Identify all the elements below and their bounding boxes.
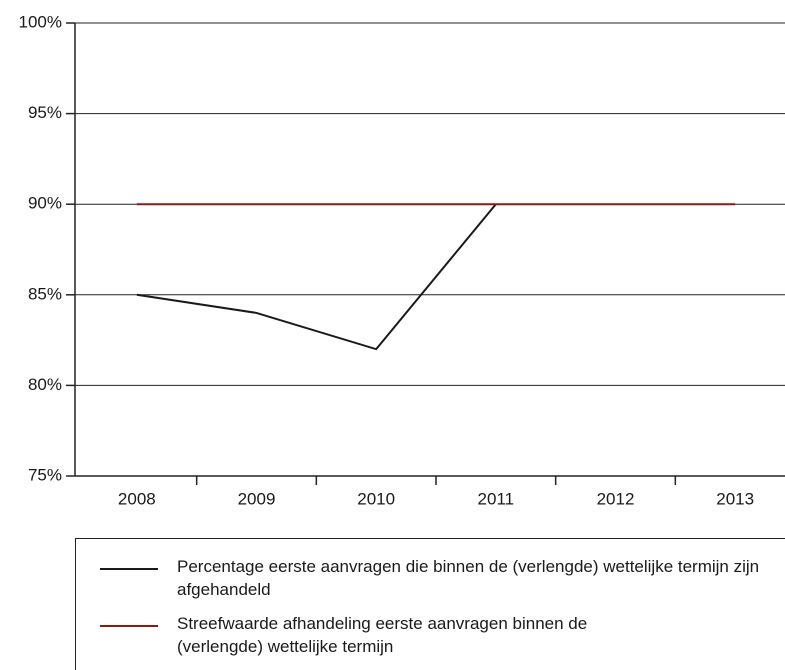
- data-line: [136, 203, 497, 351]
- legend-label: Streefwaarde afhandeling eerste aanvrage…: [177, 614, 588, 656]
- legend: Percentage eerste aanvragen die binnen d…: [75, 538, 785, 670]
- x-tick-label: 2009: [238, 489, 276, 508]
- x-tick-label: 2013: [716, 489, 754, 508]
- legend-swatch: [100, 625, 158, 627]
- y-tick-label: 75%: [28, 465, 62, 484]
- y-tick-label: 85%: [28, 284, 62, 303]
- x-tick-label: 2010: [357, 489, 395, 508]
- legend-swatch: [100, 568, 158, 570]
- y-tick-label: 100%: [19, 12, 62, 31]
- x-tick-label: 2011: [478, 489, 515, 508]
- legend-label: Percentage eerste aanvragen die binnen d…: [177, 557, 760, 599]
- chart: 75% 80% 85% 90% 95% 100% 2008 2009 2010 2011 2012 2…: [19, 12, 785, 508]
- y-tick-label: 95%: [28, 103, 62, 122]
- y-tick-label: 80%: [28, 375, 62, 394]
- y-tick-label: 90%: [28, 194, 62, 213]
- x-tick-label: 2008: [118, 489, 156, 508]
- x-tick-label: 2012: [597, 489, 635, 508]
